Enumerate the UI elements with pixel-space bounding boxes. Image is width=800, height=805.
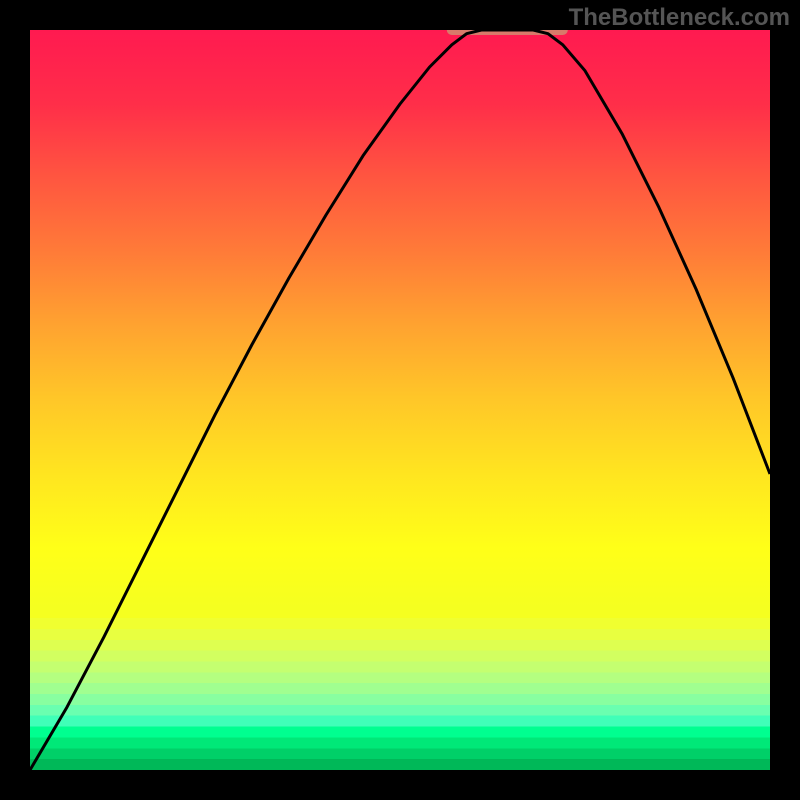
chart-background [30, 30, 770, 770]
chart-frame [0, 770, 800, 800]
bottleneck-chart [0, 0, 800, 800]
chart-svg [0, 0, 800, 800]
chart-frame [770, 0, 800, 800]
attribution-text: TheBottleneck.com [569, 4, 790, 32]
chart-frame [0, 0, 30, 800]
